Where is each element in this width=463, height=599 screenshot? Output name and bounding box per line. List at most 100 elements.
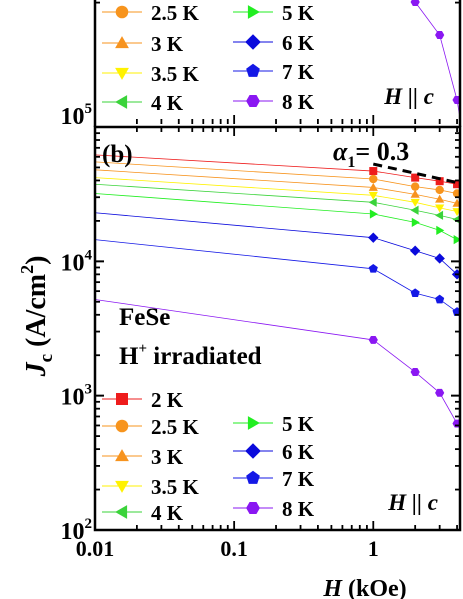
top-legend-label: 3.5 K <box>151 62 200 86</box>
treatment-rest: irradiated <box>147 343 262 370</box>
bottom-frame <box>93 125 462 532</box>
top-legend-label: 7 K <box>282 60 315 84</box>
data-point <box>435 388 445 397</box>
y-tick-label: 102 <box>61 516 93 545</box>
panel-label: (b) <box>102 141 133 168</box>
sample-label: FeSe <box>119 304 170 331</box>
data-point <box>435 185 444 195</box>
y-tick-exp: 4 <box>85 247 93 263</box>
top-legend-marker <box>115 5 129 19</box>
fit-curve <box>95 193 374 215</box>
bottom-legend: 2 K 2.5 K 3 K 3.5 K4 K 5 K 6 K 7 K 8 K <box>102 388 315 525</box>
data-point <box>368 263 378 273</box>
fit-curve <box>95 299 374 341</box>
legend-label: 2 K <box>151 388 184 412</box>
legend-marker <box>115 480 129 493</box>
legend-label: 2.5 K <box>151 415 200 439</box>
x-tick-label: 0.1 <box>220 536 248 561</box>
series-line <box>373 194 458 212</box>
legend-marker <box>247 416 260 430</box>
fit-curve <box>95 183 374 203</box>
top-legend-marker <box>247 5 260 19</box>
data-point <box>453 235 460 245</box>
data-point <box>410 288 420 297</box>
alpha-value: = 0.3 <box>355 137 409 166</box>
fit-curve <box>95 169 374 188</box>
data-point <box>369 174 378 184</box>
legend-marker <box>245 443 261 459</box>
fit-curve <box>95 212 374 239</box>
y-tick-base: 10 <box>61 385 85 411</box>
y-axis-sub: c <box>36 354 57 362</box>
top-legend: 2.5 K 3 K 3.5 K 4 K 5 K 6 K 7 K 8 K <box>102 1 315 115</box>
data-point <box>435 194 445 203</box>
y-axis-label: Jc (A/cm2) <box>17 256 57 378</box>
treatment-h: H <box>119 343 139 370</box>
top-legend-label: 3 K <box>151 32 184 56</box>
data-point <box>452 189 460 198</box>
data-point <box>369 167 378 176</box>
top-y-tick-base: 10 <box>61 104 85 130</box>
legend-marker <box>115 419 129 433</box>
legend-label: 6 K <box>282 440 315 464</box>
top-legend-marker <box>115 36 129 49</box>
y-tick-label: 103 <box>61 382 93 411</box>
y-tick-base: 10 <box>61 519 85 545</box>
top-field-annotation: H || c <box>383 84 434 109</box>
data-point <box>435 294 445 304</box>
series-line <box>373 201 458 220</box>
legend-marker <box>246 470 260 484</box>
fit-curves <box>95 154 374 341</box>
data-point <box>368 232 379 243</box>
top-legend-marker <box>246 63 260 77</box>
x-tick-label: 1 <box>368 536 379 561</box>
series-line <box>373 170 458 185</box>
treatment-label: H+ irradiated <box>119 341 262 370</box>
series-line <box>373 178 458 194</box>
legend-marker <box>115 449 129 462</box>
top-series-line <box>414 1 460 119</box>
data-point <box>410 205 419 215</box>
fit-curve <box>95 177 374 196</box>
data-point <box>453 180 460 189</box>
x-tick-label: 0.01 <box>76 536 115 561</box>
data-point <box>436 225 445 235</box>
top-legend-label: 2.5 K <box>151 1 200 25</box>
legend-label: 8 K <box>282 497 315 521</box>
top-legend-label: 8 K <box>282 90 315 114</box>
y-axis-unit-sup: 2 <box>17 265 37 274</box>
fit-curve <box>95 154 374 172</box>
top-legend-marker <box>246 95 260 107</box>
data-point <box>435 204 445 213</box>
field-annotation: H || c <box>387 490 438 515</box>
series-line <box>373 237 458 275</box>
top-legend-marker <box>245 34 261 50</box>
series-line <box>373 187 458 204</box>
top-legend-label: 4 K <box>151 91 184 115</box>
data-point <box>435 177 444 186</box>
top-legend-label: 5 K <box>282 1 315 25</box>
data-series <box>368 167 460 428</box>
top-legend-marker <box>115 67 129 80</box>
data-point <box>411 217 420 227</box>
data-point <box>410 189 420 198</box>
axes-frame <box>93 0 462 532</box>
data-point <box>368 335 378 344</box>
y-tick-base: 10 <box>61 250 85 276</box>
legend-label: 3 K <box>151 445 184 469</box>
x-axis-unit: (kOe) <box>342 576 407 599</box>
legend-marker <box>115 505 128 519</box>
fit-curve <box>95 161 374 180</box>
data-point <box>452 198 460 207</box>
x-axis-label: H (kOe) <box>322 576 406 599</box>
data-point <box>368 197 377 207</box>
legend-label: 3.5 K <box>151 475 200 499</box>
series-line <box>373 213 458 241</box>
legend-label: 5 K <box>282 412 315 436</box>
data-point <box>368 182 378 191</box>
legend-label: 7 K <box>282 467 315 491</box>
y-tick-exp: 3 <box>85 382 93 398</box>
treatment-plus: + <box>138 341 147 357</box>
alpha-symbol: α <box>333 137 348 166</box>
alpha-annotation: α1= 0.3 <box>333 137 409 171</box>
